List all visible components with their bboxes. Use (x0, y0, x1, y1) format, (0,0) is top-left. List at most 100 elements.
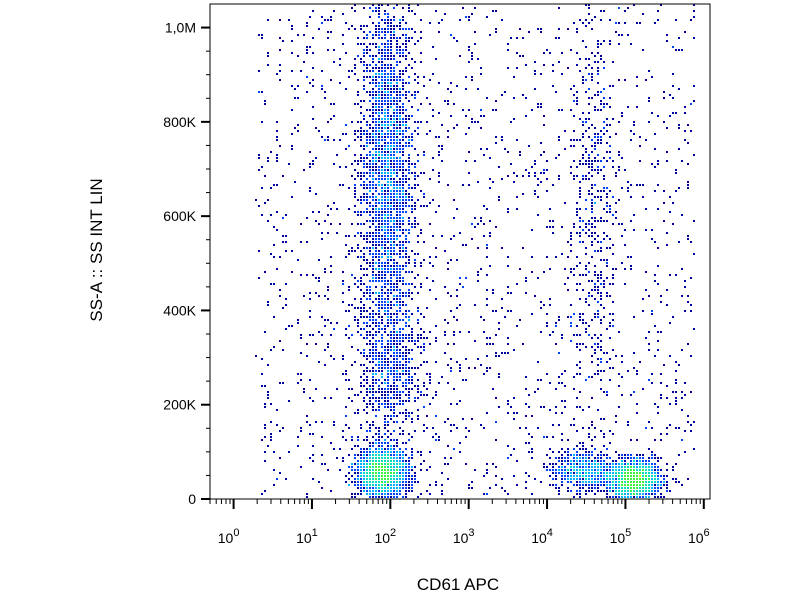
density-dot (621, 454, 623, 456)
density-dot (384, 133, 386, 135)
density-dot (351, 364, 353, 366)
density-dot (396, 37, 398, 39)
density-dot (372, 193, 374, 195)
density-dot (384, 160, 386, 162)
density-dot (381, 178, 383, 180)
density-dot (573, 139, 575, 141)
density-dot (663, 190, 665, 192)
density-dot (636, 439, 638, 441)
density-dot (375, 118, 377, 120)
density-dot (411, 421, 413, 423)
density-dot (594, 133, 596, 135)
density-dot (390, 391, 392, 393)
density-dot (360, 475, 362, 477)
density-dot (381, 196, 383, 198)
density-dot (627, 481, 629, 483)
density-dot (585, 253, 587, 255)
density-dot (378, 241, 380, 243)
density-dot (381, 337, 383, 339)
density-dot (384, 457, 386, 459)
x-tick-label: 105 (610, 527, 632, 546)
density-dot (366, 121, 368, 123)
density-dot (432, 199, 434, 201)
density-dot (384, 328, 386, 330)
density-dot (558, 178, 560, 180)
density-dot (375, 157, 377, 159)
density-dot (414, 205, 416, 207)
density-dot (414, 253, 416, 255)
density-dot (315, 292, 317, 294)
density-dot (375, 196, 377, 198)
density-dot (654, 148, 656, 150)
density-dot (585, 298, 587, 300)
density-dot (423, 406, 425, 408)
density-dot (555, 478, 557, 480)
density-dot (513, 181, 515, 183)
density-dot (609, 43, 611, 45)
density-dot (579, 241, 581, 243)
density-dot (390, 385, 392, 387)
density-dot (399, 94, 401, 96)
density-dot (684, 394, 686, 396)
density-dot (678, 37, 680, 39)
density-dot (603, 466, 605, 468)
density-dot (378, 385, 380, 387)
density-dot (597, 154, 599, 156)
density-dot (624, 481, 626, 483)
density-dot (636, 490, 638, 492)
density-dot (348, 70, 350, 72)
density-dot (372, 277, 374, 279)
density-dot (381, 472, 383, 474)
density-dot (369, 331, 371, 333)
density-dot (477, 223, 479, 225)
density-dot (357, 244, 359, 246)
density-dot (396, 85, 398, 87)
density-dot (585, 466, 587, 468)
density-dot (408, 205, 410, 207)
density-dot (618, 484, 620, 486)
density-dot (429, 484, 431, 486)
density-dot (666, 469, 668, 471)
density-dot (621, 478, 623, 480)
density-dot (282, 349, 284, 351)
density-dot (387, 490, 389, 492)
density-dot (423, 337, 425, 339)
density-dot (399, 352, 401, 354)
density-dot (387, 454, 389, 456)
density-dot (408, 232, 410, 234)
density-dot (357, 322, 359, 324)
density-dot (279, 289, 281, 291)
density-dot (408, 379, 410, 381)
density-dot (582, 22, 584, 24)
density-dot (639, 478, 641, 480)
density-dot (576, 454, 578, 456)
density-dot (423, 331, 425, 333)
density-dot (384, 193, 386, 195)
density-dot (693, 154, 695, 156)
density-dot (654, 325, 656, 327)
density-dot (375, 100, 377, 102)
density-dot (366, 394, 368, 396)
density-dot (390, 277, 392, 279)
density-dot (453, 199, 455, 201)
density-dot (291, 85, 293, 87)
density-dot (420, 283, 422, 285)
density-dot (273, 283, 275, 285)
density-dot (375, 94, 377, 96)
density-dot (378, 70, 380, 72)
density-dot (366, 472, 368, 474)
density-dot (372, 280, 374, 282)
density-dot (531, 451, 533, 453)
density-dot (375, 496, 377, 498)
density-dot (534, 160, 536, 162)
density-dot (582, 175, 584, 177)
density-dot (378, 76, 380, 78)
density-dot (447, 184, 449, 186)
y-axis-title: SS-A :: SS INT LIN (87, 178, 106, 321)
density-dot (600, 484, 602, 486)
density-dot (402, 166, 404, 168)
density-dot (396, 475, 398, 477)
density-dot (609, 475, 611, 477)
density-dot (378, 100, 380, 102)
density-dot (384, 448, 386, 450)
